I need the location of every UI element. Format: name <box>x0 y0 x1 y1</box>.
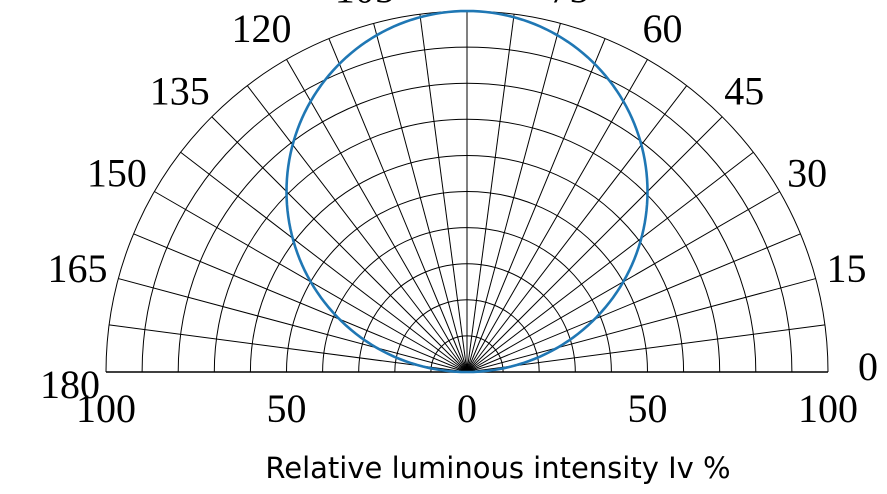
x-axis-label: Relative luminous intensity Iv % <box>265 451 730 485</box>
angle-label-60: 60 <box>643 6 683 51</box>
angle-label-30: 30 <box>787 151 827 196</box>
angle-label-15: 15 <box>827 246 867 291</box>
radial-tick-label: 50 <box>628 386 668 431</box>
angle-label-180: 180 <box>40 362 100 407</box>
radial-tick-label: 100 <box>76 386 136 431</box>
grid-spoke <box>466 23 561 373</box>
grid-spoke <box>466 85 688 373</box>
grid-spoke <box>466 14 515 373</box>
grid-spoke <box>133 233 468 373</box>
grid-spoke <box>328 38 468 373</box>
angle-labels: 0153045607590105120135150165180 <box>40 0 878 407</box>
grid-spoke <box>246 85 468 373</box>
grid-spoke <box>419 14 468 373</box>
radial-tick-label: 100 <box>798 386 858 431</box>
grid-spoke <box>180 151 468 373</box>
grid-spoke <box>466 151 754 373</box>
grid-spoke <box>466 278 816 373</box>
angle-label-45: 45 <box>724 69 764 114</box>
radial-tick-labels: 100 50 0 50 100 <box>76 386 858 431</box>
angle-label-135: 135 <box>150 69 210 114</box>
angle-label-165: 165 <box>48 246 108 291</box>
grid-spoke <box>373 23 468 373</box>
angle-label-0: 0 <box>858 344 878 389</box>
angle-label-150: 150 <box>87 151 147 196</box>
series-layer <box>285 9 649 374</box>
radial-tick-label: 0 <box>457 386 477 431</box>
grid-spoke <box>211 116 468 373</box>
grid-spoke <box>466 116 723 373</box>
series-curve <box>285 9 649 374</box>
grid-spoke <box>466 233 801 373</box>
grid-spoke <box>118 278 468 373</box>
grid-spoke <box>466 38 606 373</box>
grid-spoke <box>109 324 468 373</box>
angle-label-105: 105 <box>335 0 395 12</box>
grid-spoke <box>286 59 468 373</box>
polar-grid <box>105 10 829 373</box>
angle-label-120: 120 <box>232 6 292 51</box>
grid-spoke <box>466 59 648 373</box>
angle-label-75: 75 <box>549 0 589 12</box>
grid-spoke <box>466 324 825 373</box>
radial-tick-label: 50 <box>267 386 307 431</box>
